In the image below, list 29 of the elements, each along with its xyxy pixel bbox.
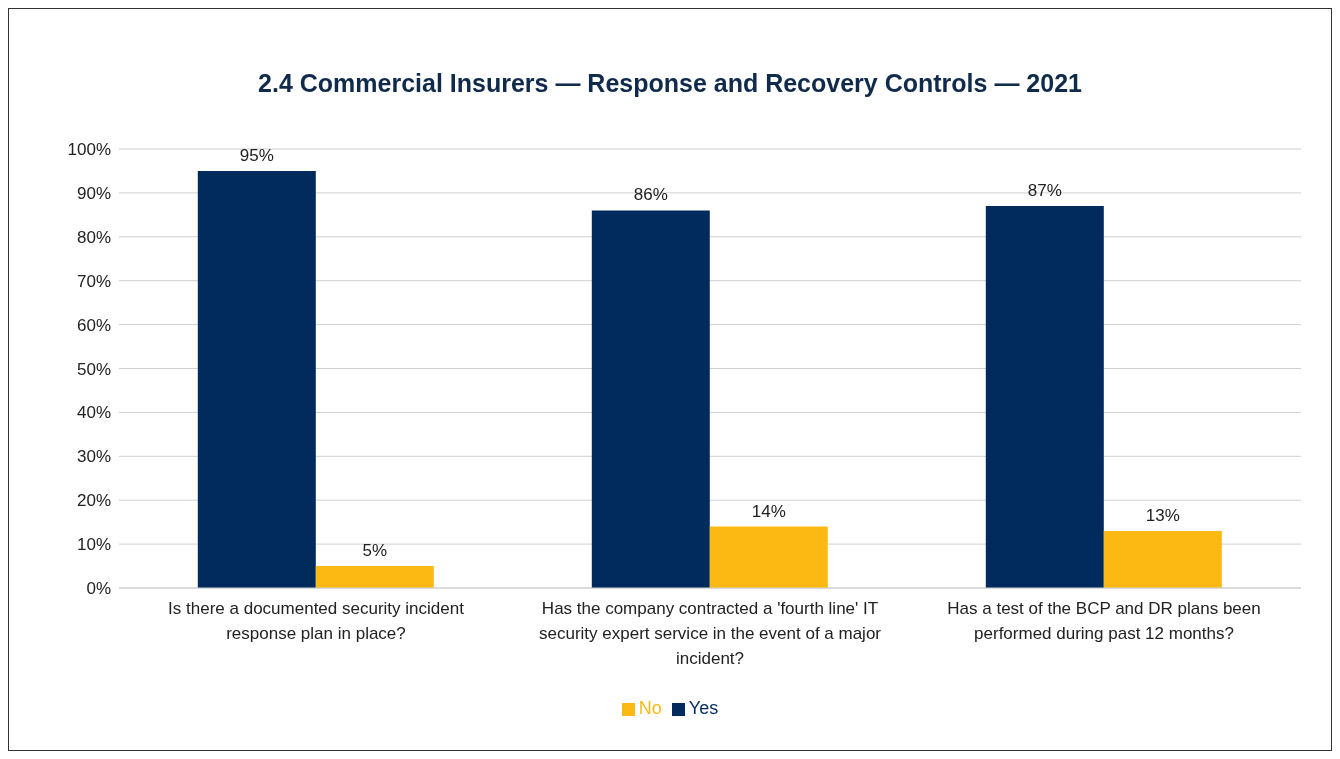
- bar: [1103, 530, 1222, 588]
- y-tick-label: 100%: [67, 140, 111, 160]
- y-tick-label: 80%: [76, 227, 111, 247]
- bar: [985, 206, 1104, 588]
- y-tick-label: 90%: [76, 183, 111, 203]
- y-tick-label: 40%: [76, 403, 111, 423]
- data-label: 14%: [751, 501, 786, 521]
- data-label: 87%: [1027, 181, 1062, 201]
- data-label: 95%: [239, 145, 274, 165]
- bar: [591, 210, 710, 588]
- y-tick-label: 20%: [76, 491, 111, 511]
- chart-title: 2.4 Commercial Insurers — Response and Recovery Controls — 2021: [257, 69, 1083, 98]
- y-tick-label: 30%: [76, 447, 111, 467]
- y-tick-label: 70%: [76, 271, 111, 291]
- bar: [315, 566, 434, 588]
- data-label: 5%: [362, 541, 388, 561]
- data-label: 13%: [1145, 505, 1180, 525]
- bar: [709, 526, 828, 588]
- x-tick-label: Is there a documented security incident response plan in place?: [168, 599, 465, 643]
- legend-label: No: [638, 698, 662, 718]
- y-tick-label: 50%: [76, 359, 111, 379]
- y-tick-label: 0%: [86, 579, 111, 599]
- bar: [197, 170, 316, 588]
- x-tick-label: Has the company contracted a 'fourth line' IT security expert service in the event of a major incident?: [538, 599, 882, 668]
- data-label: 86%: [633, 185, 668, 205]
- y-tick-label: 60%: [76, 315, 111, 335]
- y-tick-label: 10%: [76, 535, 111, 555]
- legend-label: Yes: [688, 698, 719, 718]
- x-tick-label: Has a test of the BCP and DR plans been performed during past 12 months?: [947, 599, 1261, 643]
